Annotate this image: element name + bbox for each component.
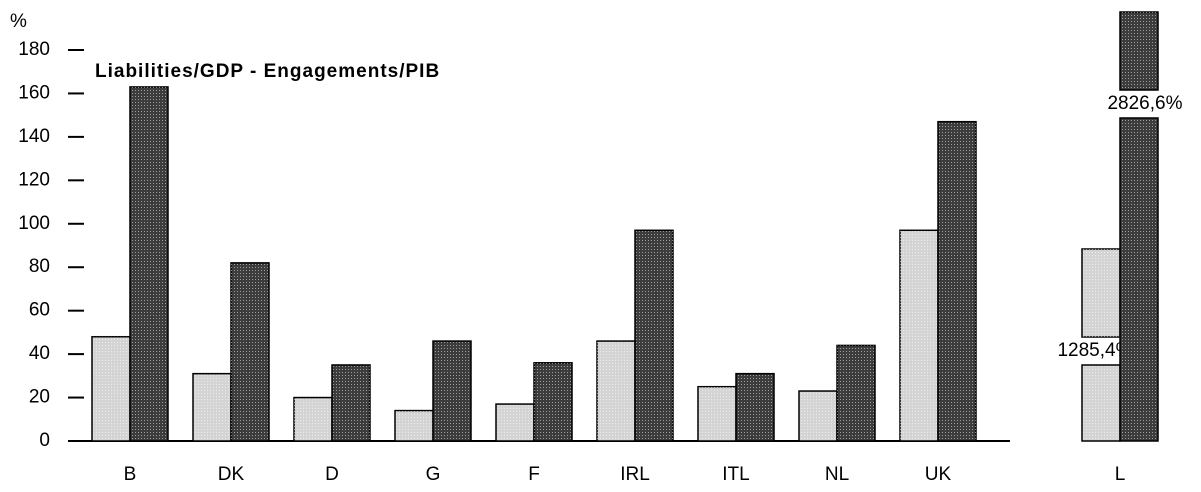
y-tick-label: 60: [29, 300, 50, 321]
bar-texture: [92, 336, 130, 441]
bar-texture: [130, 86, 168, 441]
y-tick-label: 80: [29, 256, 50, 277]
x-tick-label: NL: [825, 464, 849, 485]
bar-texture: [1082, 249, 1120, 337]
bar-texture: [193, 373, 231, 441]
bar-texture: [332, 364, 370, 441]
bar-texture: [837, 345, 875, 441]
value-label: 2826,6%: [1107, 93, 1182, 114]
bar-texture: [698, 386, 736, 441]
bar-texture: [1082, 365, 1120, 441]
bar-texture: [395, 410, 433, 441]
bar-texture: [799, 391, 837, 441]
chart-title: Liabilities/GDP - Engagements/PIB: [95, 61, 440, 82]
x-tick-label: G: [426, 464, 441, 485]
x-tick-label: L: [1115, 464, 1126, 485]
bar-texture: [433, 341, 471, 441]
x-tick-label: B: [124, 464, 137, 485]
y-axis-label: %: [10, 11, 27, 32]
y-tick-label: 140: [18, 126, 50, 147]
y-tick-label: 120: [18, 169, 50, 190]
bar-texture: [294, 397, 332, 441]
bar-texture: [597, 341, 635, 441]
x-tick-label: ITL: [722, 464, 749, 485]
bar-texture: [496, 404, 534, 441]
bar-texture: [736, 373, 774, 441]
y-tick-label: 160: [18, 82, 50, 103]
bar-texture: [1120, 118, 1158, 441]
y-tick-label: 0: [39, 430, 50, 451]
y-tick-label: 180: [18, 39, 50, 60]
x-tick-label: IRL: [620, 464, 650, 485]
x-tick-label: UK: [925, 464, 952, 485]
y-tick-label: 100: [18, 213, 50, 234]
bar-texture: [1120, 12, 1158, 90]
bar-texture: [900, 230, 938, 441]
value-label: 1285,4%: [1057, 340, 1132, 361]
x-tick-label: F: [528, 464, 540, 485]
y-tick-label: 20: [29, 387, 50, 408]
x-tick-label: D: [325, 464, 339, 485]
bar-texture: [534, 362, 572, 441]
bar-texture: [938, 121, 976, 441]
bar-texture: [635, 230, 673, 441]
x-tick-label: DK: [218, 464, 245, 485]
y-tick-label: 40: [29, 343, 50, 364]
bar-texture: [231, 262, 269, 441]
